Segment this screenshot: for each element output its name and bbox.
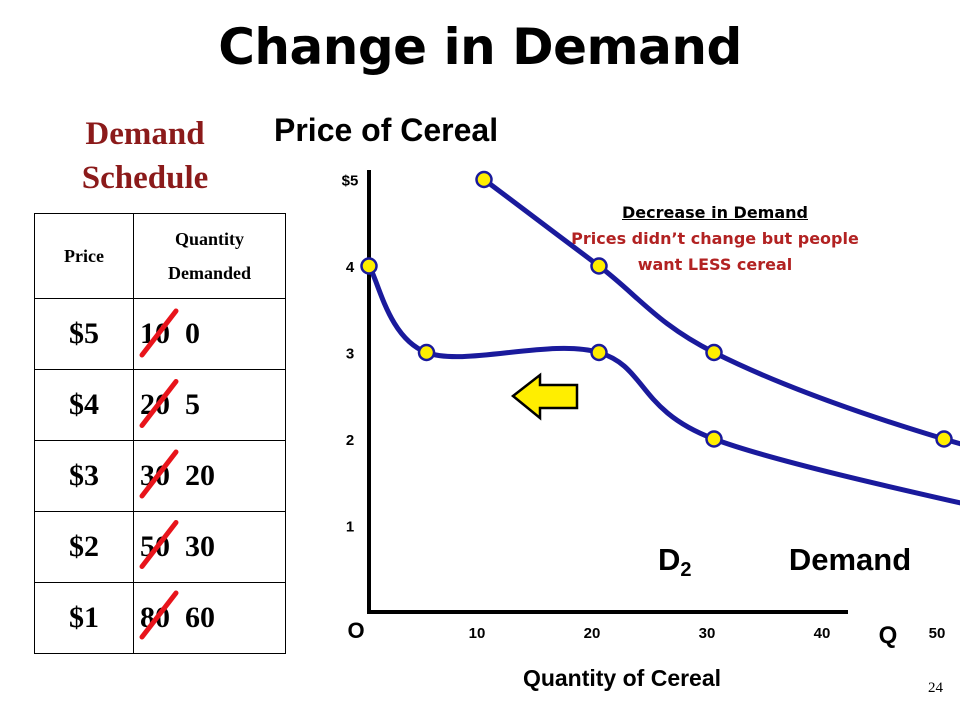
- new-quantity: 20: [185, 459, 215, 492]
- y-tick-label: 4: [346, 259, 355, 276]
- data-point-demand: [475, 170, 493, 189]
- annotation-line3: want LESS cereal: [637, 255, 793, 274]
- row-quantity: 10 0: [133, 298, 286, 370]
- x-tick-label: 40: [814, 625, 831, 642]
- strike-mark: [139, 590, 179, 640]
- curve-demand: [481, 177, 960, 447]
- table-row: $3 30 20: [34, 440, 286, 512]
- header-quantity-line2: Demanded: [167, 263, 251, 283]
- table-row: $2 50 30: [34, 511, 286, 583]
- chart-title: Price of Cereal: [274, 112, 499, 148]
- page-number: 24: [928, 680, 943, 696]
- header-quantity: Quantity Demanded: [133, 213, 286, 299]
- x-axis-label: Quantity of Cereal: [523, 665, 721, 691]
- data-point-d2: [590, 343, 608, 362]
- new-quantity: 0: [185, 317, 200, 350]
- series-label-d2-base: D: [658, 542, 680, 577]
- data-point-d2: [360, 257, 378, 275]
- new-quantity: 5: [185, 388, 200, 421]
- x-tick-label: 20: [584, 625, 601, 642]
- schedule-title-line2: Schedule: [81, 160, 209, 196]
- x-tick-label: 30: [699, 625, 716, 642]
- data-point-demand: [590, 257, 608, 275]
- schedule-title: Demand Schedule: [60, 112, 230, 200]
- origin-label: O: [347, 618, 364, 643]
- table-header-row: Price Quantity Demanded: [34, 213, 286, 299]
- x-tick-label: 50: [929, 625, 946, 642]
- shift-arrow-icon: [510, 372, 579, 421]
- table-row: $5 10 0: [34, 298, 286, 370]
- y-tick-label: 3: [346, 346, 354, 363]
- x-tick-label: 10: [469, 625, 486, 642]
- table-row: $1 80 60: [34, 582, 286, 654]
- data-point-d2: [705, 430, 723, 448]
- header-quantity-line1: Quantity: [174, 229, 244, 249]
- demand-schedule-table: Price Quantity Demanded $5 10 0 $4 20 5 …: [34, 213, 286, 654]
- annotation: Decrease in Demand Prices didn’t change …: [520, 200, 910, 278]
- strike-mark: [139, 449, 179, 499]
- y-tick-label: 1: [346, 519, 354, 536]
- annotation-line1: Decrease in Demand: [622, 203, 808, 222]
- data-point-demand: [705, 343, 723, 362]
- row-price: $2: [34, 511, 134, 583]
- series-label-d2-sub: 2: [680, 559, 691, 581]
- new-quantity: 60: [185, 601, 215, 634]
- series-label-demand: Demand: [789, 542, 911, 577]
- slide-title: Change in Demand: [218, 18, 742, 76]
- new-quantity: 30: [185, 530, 215, 563]
- x-axis-end-label: Q: [879, 622, 898, 649]
- data-point-demand: [935, 430, 953, 448]
- schedule-title-line1: Demand: [85, 116, 205, 152]
- row-price: $1: [34, 582, 134, 654]
- strike-mark: [139, 379, 179, 428]
- series-label-d2: D2: [658, 542, 692, 581]
- y-tick-label: $5: [342, 173, 359, 190]
- row-price: $4: [34, 369, 134, 441]
- data-point-d2: [417, 343, 436, 362]
- curve-d2: [366, 263, 960, 506]
- header-price: Price: [34, 213, 134, 299]
- annotation-line2: Prices didn’t change but people: [571, 229, 859, 248]
- y-tick-label: 2: [346, 432, 354, 449]
- row-price: $3: [34, 440, 134, 512]
- row-price: $5: [34, 298, 134, 370]
- strike-mark: [139, 520, 179, 569]
- strike-mark: [139, 308, 179, 358]
